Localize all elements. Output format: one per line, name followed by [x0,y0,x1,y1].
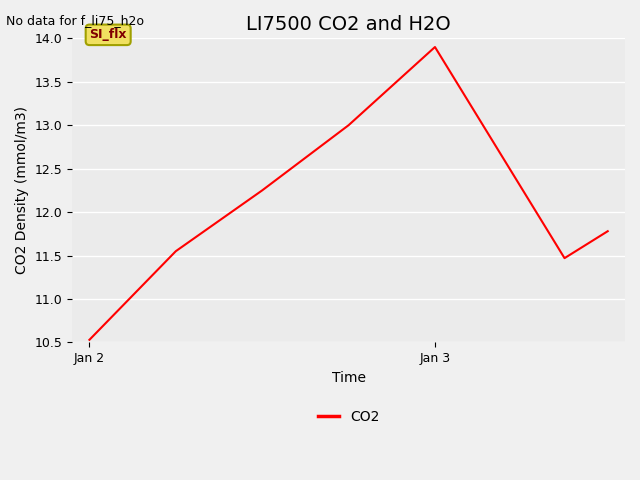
Text: SI_flx: SI_flx [90,28,127,41]
X-axis label: Time: Time [332,371,365,384]
Title: LI7500 CO2 and H2O: LI7500 CO2 and H2O [246,15,451,34]
Text: No data for f_li75_h2o: No data for f_li75_h2o [6,14,145,27]
Y-axis label: CO2 Density (mmol/m3): CO2 Density (mmol/m3) [15,107,29,275]
Legend: CO2: CO2 [312,404,385,429]
